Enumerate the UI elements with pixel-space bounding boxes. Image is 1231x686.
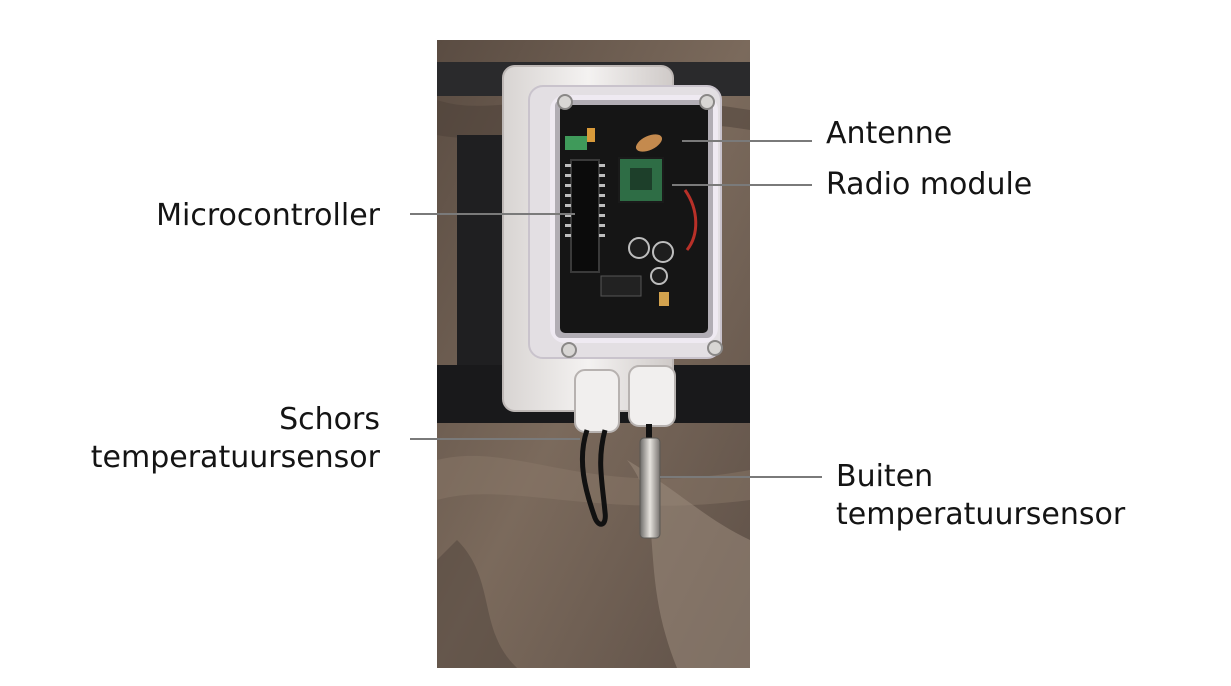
label-schors: Schors temperatuursensor xyxy=(91,401,380,477)
leader-antenne xyxy=(682,140,812,142)
microcontroller-chip xyxy=(570,159,600,273)
leader-schors xyxy=(410,438,580,440)
cable-gland-left xyxy=(574,369,620,433)
label-buiten-line2: temperatuursensor xyxy=(836,497,1126,532)
label-schors-line1: Schors xyxy=(279,402,380,437)
label-antenne: Antenne xyxy=(826,116,953,151)
label-microcontroller: Microcontroller xyxy=(156,198,380,233)
bark-sensor-cable xyxy=(579,429,608,527)
label-radio-module: Radio module xyxy=(826,167,1033,202)
device-photo xyxy=(437,40,750,668)
antenna xyxy=(635,134,663,152)
label-buiten: Buiten temperatuursensor xyxy=(836,458,1125,534)
label-schors-line2: temperatuursensor xyxy=(90,440,380,475)
label-buiten-line1: Buiten xyxy=(836,459,934,494)
leader-buiten xyxy=(660,476,822,478)
outside-temperature-probe xyxy=(639,437,661,539)
leader-microcontroller xyxy=(410,213,575,215)
cable-gland-right xyxy=(628,365,676,427)
leader-radio-module xyxy=(672,184,812,186)
